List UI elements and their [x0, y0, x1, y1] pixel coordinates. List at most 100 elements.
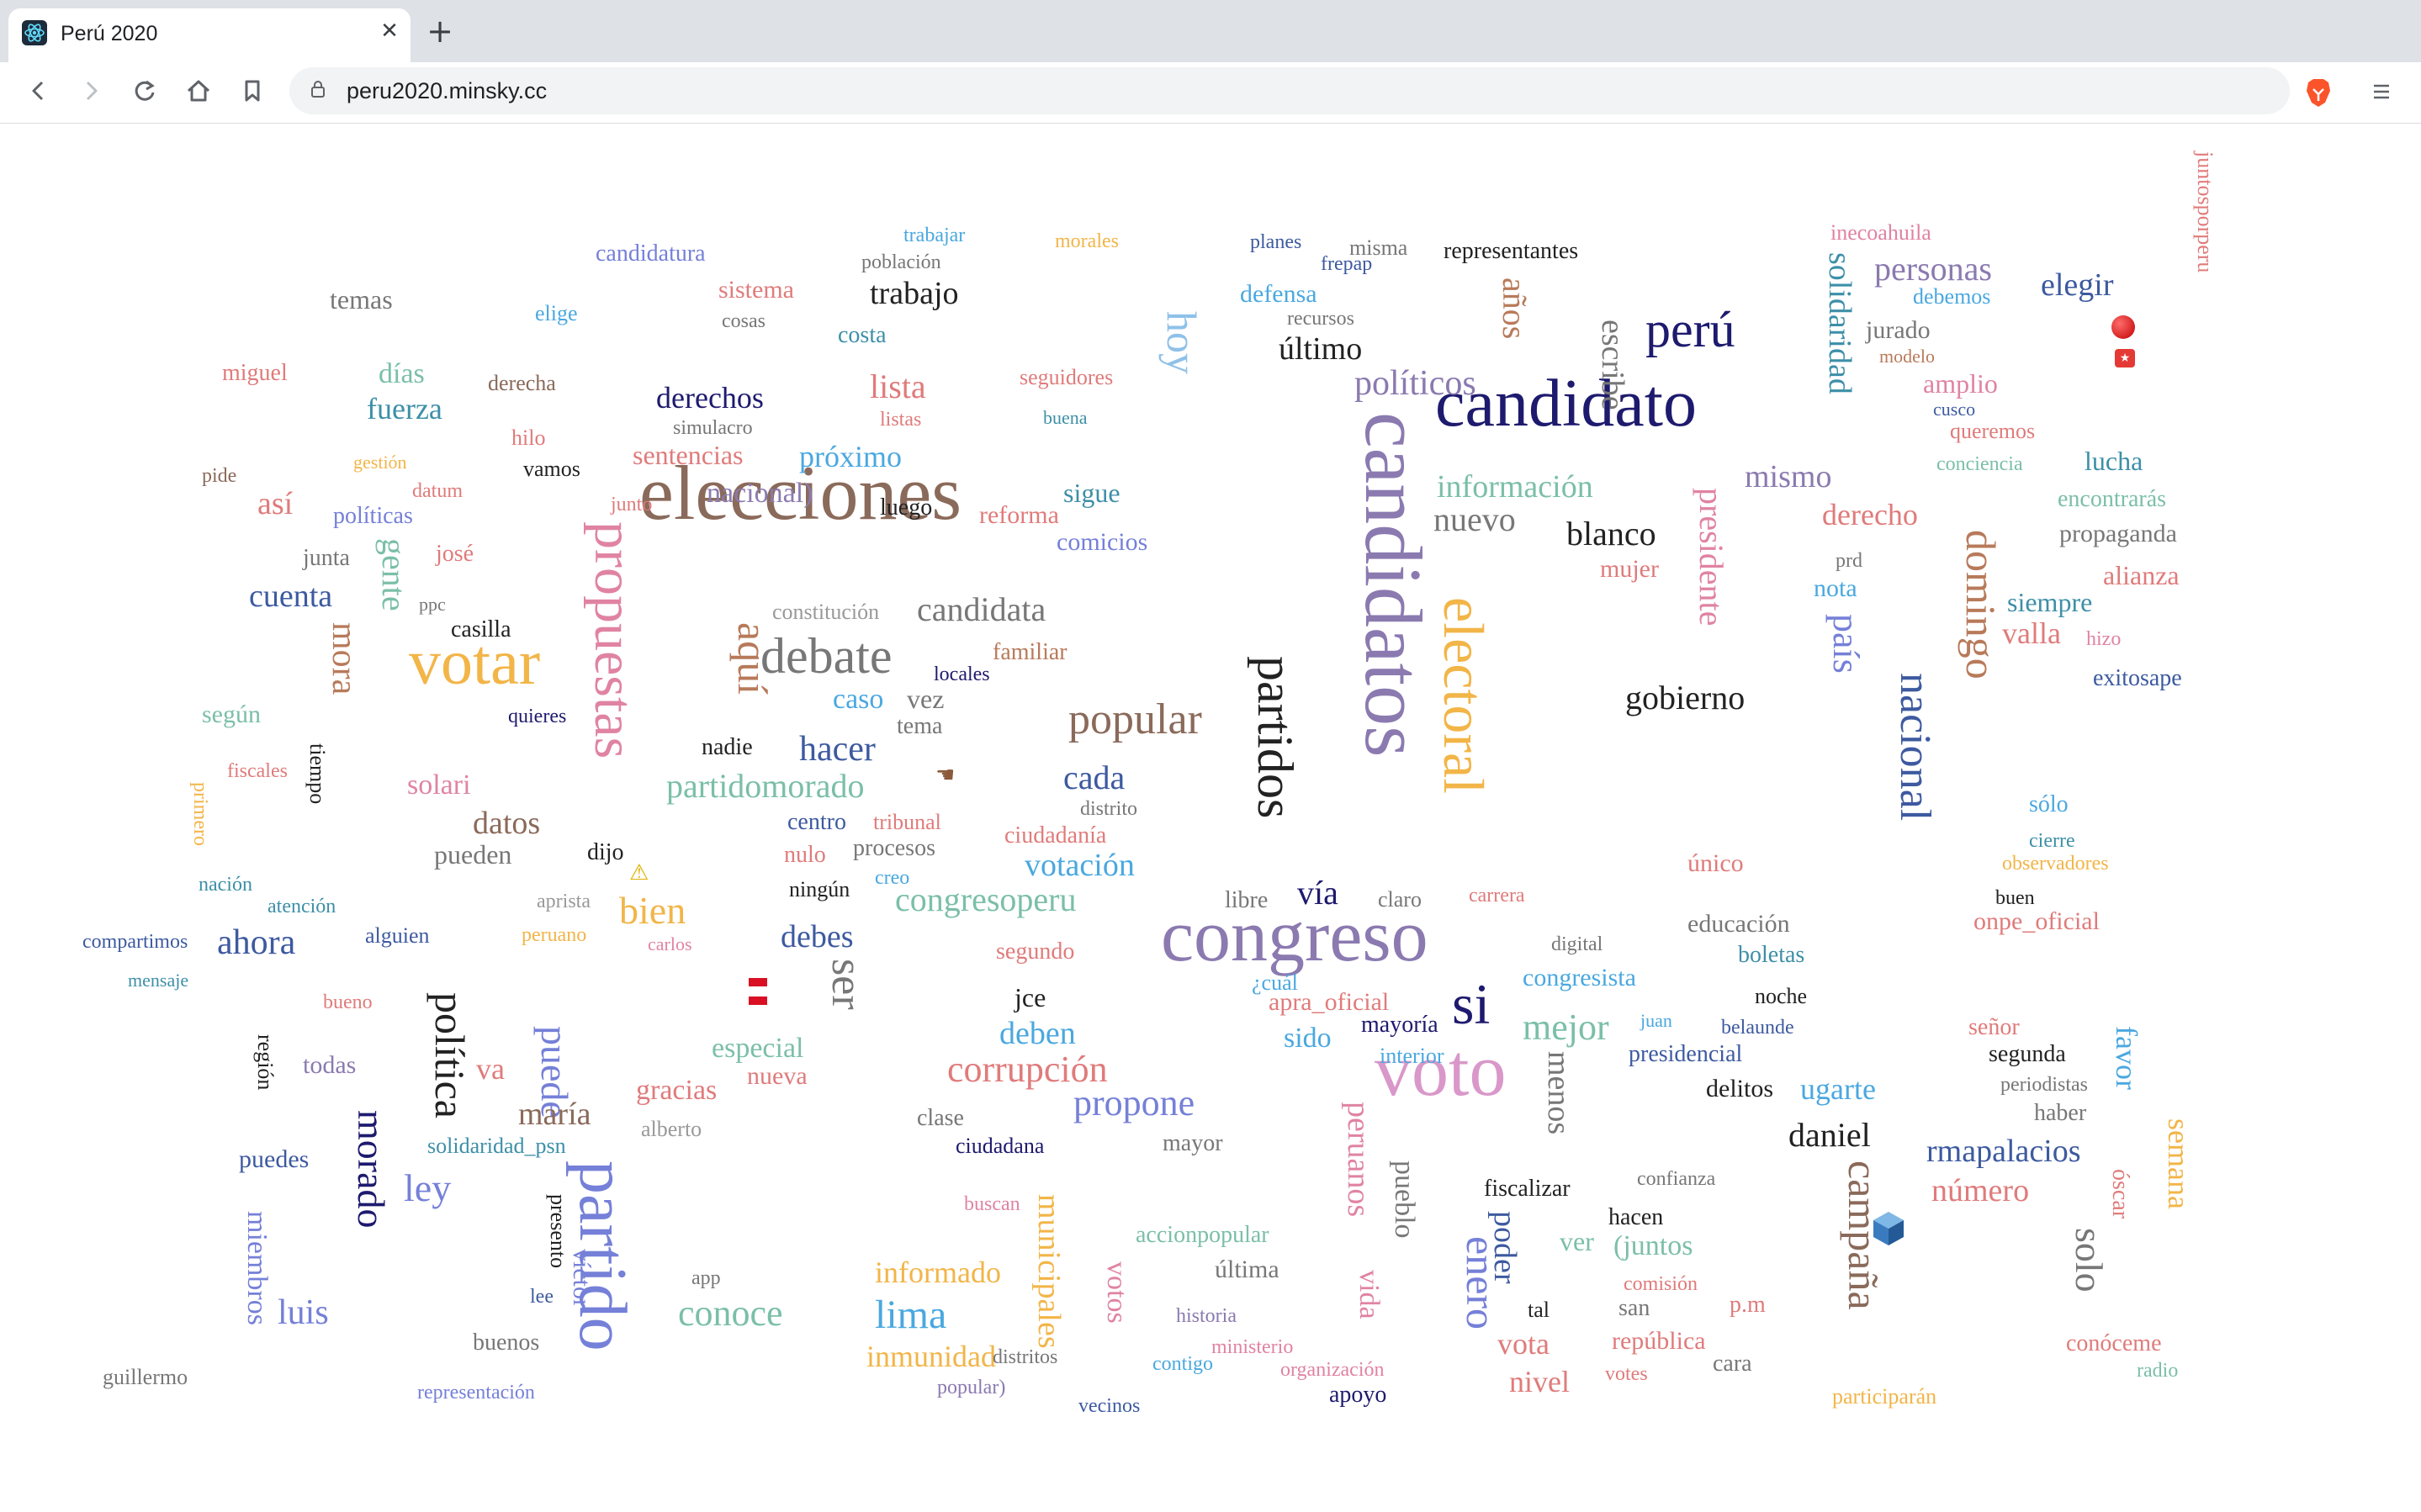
cloud-word: hacen — [1608, 1204, 1664, 1230]
cloud-word: lista — [870, 367, 926, 405]
cloud-word: comicios — [1057, 528, 1148, 556]
forward-icon[interactable] — [74, 74, 108, 108]
cloud-word: familiar — [993, 639, 1067, 665]
cloud-word: presidente — [1693, 488, 1730, 626]
brave-lion-icon[interactable] — [2302, 76, 2335, 109]
cloud-word: haber — [2034, 1100, 2087, 1126]
url-text[interactable]: peru2020.minsky.cc — [347, 78, 548, 103]
cloud-word: víctor — [568, 1249, 596, 1308]
cloud-word: número — [1931, 1173, 2030, 1208]
cloud-word: último — [1279, 331, 1363, 367]
cloud-word: solari — [407, 769, 471, 801]
close-icon[interactable]: ✕ — [380, 19, 399, 44]
cloud-word: confianza — [1637, 1168, 1716, 1190]
home-icon[interactable] — [182, 74, 215, 108]
cloud-word: nuevo — [1433, 500, 1516, 538]
cloud-word: observadores — [2002, 853, 2109, 875]
cloud-word: buscan — [964, 1193, 1020, 1215]
react-favicon-icon — [22, 20, 47, 45]
cloud-word: va — [476, 1052, 505, 1086]
cloud-word: próximo — [799, 440, 902, 473]
reload-icon[interactable] — [128, 74, 162, 108]
browser-toolbar: peru2020.minsky.cc — [0, 62, 2421, 124]
cloud-word: dijo — [587, 839, 624, 865]
cloud-word: clase — [917, 1105, 964, 1131]
lock-icon[interactable] — [311, 81, 325, 98]
cloud-word: solidaridad — [1822, 252, 1857, 394]
cloud-word: debate — [760, 628, 893, 684]
tab-peru-2020[interactable]: Perú 2020 ✕ — [8, 8, 411, 62]
peru-flag-icon — [749, 978, 767, 1005]
cloud-word: valla — [2002, 616, 2061, 650]
menu-icon[interactable] — [2369, 79, 2394, 104]
tab-title: Perú 2020 — [61, 22, 158, 45]
cloud-word: presento — [546, 1194, 570, 1269]
cloud-word: exitosape — [2093, 665, 2182, 691]
cloud-word: maría — [518, 1097, 591, 1132]
cloud-word: lee — [530, 1286, 554, 1308]
cloud-word: gestión — [353, 452, 407, 473]
cloud-word: guillermo — [103, 1365, 188, 1389]
cloud-word: ahora — [217, 923, 296, 962]
cloud-word: buena — [1043, 407, 1088, 428]
cloud-word: digital — [1551, 933, 1603, 955]
cloud-word: mayor — [1163, 1130, 1223, 1156]
red-circle-icon — [2111, 315, 2135, 339]
cloud-word: señor — [1968, 1014, 2020, 1040]
cloud-word: locales — [934, 663, 990, 685]
cloud-word: distrito — [1080, 798, 1138, 820]
cloud-word: blanco — [1566, 515, 1656, 552]
cloud-word: nacional) — [707, 478, 813, 509]
cloud-word: sentencias — [633, 440, 744, 470]
cloud-word: votar — [409, 627, 541, 698]
cloud-word: si — [1452, 972, 1491, 1036]
cloud-word: gracias — [636, 1075, 718, 1106]
cloud-word: debes — [781, 919, 854, 954]
warning-icon: ⚠ — [629, 860, 649, 886]
back-icon[interactable] — [22, 74, 56, 108]
cloud-word: buenos — [473, 1330, 540, 1356]
cloud-word: misma — [1349, 235, 1408, 260]
cloud-word: mayoría — [1361, 1012, 1438, 1038]
cloud-word: interior — [1380, 1044, 1444, 1068]
cloud-word: primero — [189, 782, 211, 846]
cloud-word: vía — [1297, 874, 1338, 912]
cloud-word: alberto — [641, 1117, 702, 1141]
address-bar[interactable]: peru2020.minsky.cc — [289, 67, 2290, 114]
cloud-word: pide — [202, 465, 237, 487]
bookmark-icon[interactable] — [236, 74, 269, 108]
cloud-word: sistema — [718, 276, 794, 304]
cloud-word: frepap — [1321, 253, 1373, 275]
cloud-word: propone — [1073, 1082, 1195, 1123]
cloud-word: peruano — [522, 924, 587, 946]
cloud-word: nadie — [702, 734, 753, 760]
cloud-word: vota — [1497, 1327, 1550, 1361]
cloud-word: así — [257, 486, 294, 521]
cloud-word: juan — [1640, 1010, 1672, 1031]
cloud-word: bueno — [323, 991, 373, 1013]
cloud-word: días — [379, 358, 425, 389]
cloud-word: prd — [1836, 550, 1862, 572]
cloud-word: trabajar — [903, 225, 966, 246]
cloud-word: favor — [2110, 1026, 2143, 1090]
cloud-word: inmunidad — [866, 1340, 996, 1373]
cloud-word: miguel — [222, 360, 288, 386]
cloud-word: vamos — [523, 457, 580, 481]
cloud-word: morales — [1055, 230, 1119, 252]
cloud-word: claro — [1378, 887, 1422, 912]
cloud-word: nacional — [1891, 673, 1939, 822]
cloud-word: p.m — [1730, 1292, 1766, 1318]
plus-icon[interactable]: + — [426, 13, 453, 50]
cloud-word: vecinos — [1078, 1395, 1141, 1417]
cloud-word: elige — [535, 301, 578, 325]
cloud-word: junto — [611, 494, 653, 515]
cloud-word: procesos — [853, 835, 935, 861]
cloud-word: óscar — [2107, 1169, 2133, 1219]
cloud-word: vida — [1354, 1270, 1385, 1319]
cloud-word: lima — [875, 1293, 947, 1337]
cloud-word: elegir — [2041, 267, 2114, 303]
cloud-word: representantes — [1444, 238, 1579, 264]
cloud-word: cada — [1063, 759, 1126, 796]
cloud-word: amplio — [1923, 368, 1998, 399]
cloud-word: bien — [619, 889, 686, 932]
